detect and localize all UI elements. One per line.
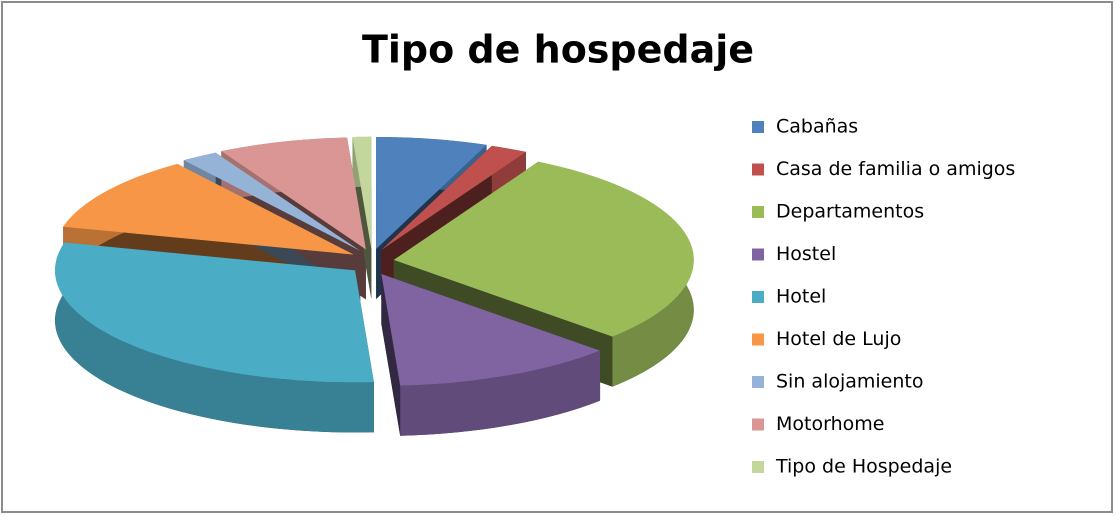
- legend-label: Departamentos: [776, 201, 924, 223]
- legend-label: Hotel de Lujo: [776, 328, 901, 350]
- legend-label: Hotel: [776, 286, 826, 308]
- legend-swatch: [752, 248, 764, 261]
- slice: [352, 136, 372, 249]
- slice-side: [55, 242, 374, 433]
- slice: [393, 161, 694, 337]
- legend-swatch: [752, 206, 764, 218]
- legend-label: Cabañas: [776, 116, 858, 138]
- legend-label: Casa de familia o amigos: [776, 158, 1015, 180]
- legend-label: Sin alojamiento: [776, 371, 923, 393]
- slice: [63, 163, 354, 255]
- legend-swatch: [752, 163, 764, 176]
- legend-label: Motorhome: [776, 413, 884, 435]
- chart-title: Tipo de hospedaje: [362, 28, 754, 72]
- slice: [381, 145, 526, 251]
- legend-label: Hostel: [776, 243, 836, 265]
- slice: [183, 152, 361, 251]
- legend-swatch: [752, 461, 764, 473]
- slice: [55, 242, 374, 383]
- slice-wall: [381, 273, 401, 436]
- slice: [381, 273, 601, 386]
- slice: [221, 137, 366, 250]
- legend-swatch: [752, 376, 764, 388]
- pie: [55, 136, 694, 436]
- slice: [376, 137, 487, 250]
- legend-swatch: [752, 121, 764, 133]
- legend-label: Tipo de Hospedaje: [775, 456, 952, 478]
- slice-side: [400, 350, 601, 436]
- legend-swatch: [752, 291, 764, 303]
- legend-swatch: [752, 418, 764, 431]
- legend-swatch: [752, 333, 764, 346]
- legend: Cabañas Casa de familia o amigos Departame…: [752, 116, 1015, 478]
